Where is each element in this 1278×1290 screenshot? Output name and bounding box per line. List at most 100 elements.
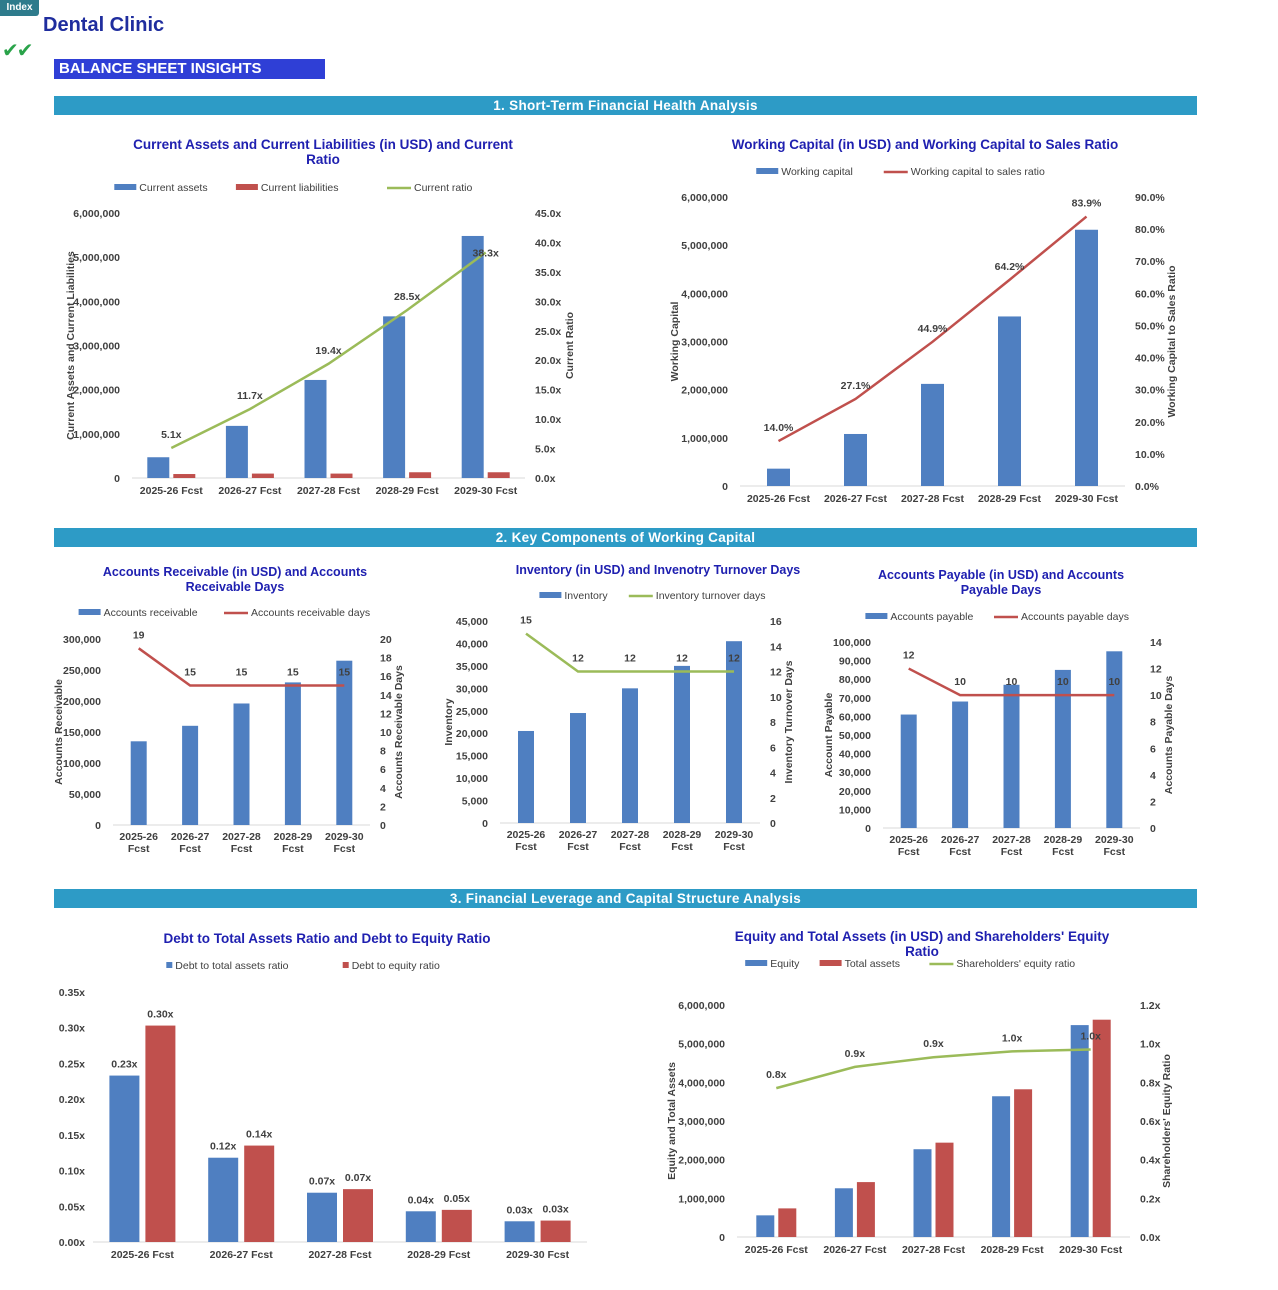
legend-label: Total assets xyxy=(845,958,900,970)
bar xyxy=(1003,684,1020,828)
y2-tick-label: 15.0x xyxy=(535,385,561,397)
bar xyxy=(130,741,147,825)
data-label: 38.3x xyxy=(473,247,499,259)
y2-tick-label: 1.2x xyxy=(1140,1000,1161,1012)
legend-swatch xyxy=(235,184,258,190)
y2-tick-label: 4 xyxy=(770,768,776,780)
y2-axis-title: Accounts Receivable Days xyxy=(393,665,405,799)
chart-title: Current Assets and Current Liabilities (… xyxy=(133,137,513,167)
bar xyxy=(921,383,944,486)
y2-axis-title: Shareholders' Equity Ratio xyxy=(1161,1054,1173,1188)
data-label: 12 xyxy=(624,653,636,665)
bar xyxy=(330,473,353,478)
chart-title: Debt to Total Assets Ratio and Debt to E… xyxy=(163,931,490,946)
section-header-leverage: 3. Financial Leverage and Capital Struct… xyxy=(54,889,1197,908)
x-tick-label: 2028-29 Fcst xyxy=(407,1249,471,1261)
data-label: 64.2% xyxy=(995,261,1025,273)
y2-tick-label: 6 xyxy=(1150,743,1156,755)
data-label: 15 xyxy=(338,667,350,679)
y2-tick-label: 8 xyxy=(380,746,386,758)
y2-axis-title: Working Capital to Sales Ratio xyxy=(1166,265,1178,417)
data-label: 15 xyxy=(184,667,196,679)
y2-tick-label: 1.0x xyxy=(1140,1039,1161,1051)
y-tick-label: 70,000 xyxy=(839,693,871,705)
bar xyxy=(409,472,432,478)
y-axis-title: Inventory xyxy=(443,698,455,745)
legend-label: Current liabilities xyxy=(261,182,339,194)
y2-tick-label: 45.0x xyxy=(535,208,561,220)
y2-tick-label: 70.0% xyxy=(1135,256,1165,268)
bar xyxy=(540,1220,571,1242)
x-tick-label: 2028-29 Fcst xyxy=(274,831,313,855)
legend-label: Working capital to sales ratio xyxy=(911,166,1045,178)
y-tick-label: 4,000,000 xyxy=(678,1077,725,1089)
bar xyxy=(1070,1025,1089,1237)
y2-tick-label: 40.0% xyxy=(1135,353,1165,365)
x-tick-label: 2028-29 Fcst xyxy=(663,829,702,853)
y2-tick-label: 60.0% xyxy=(1135,288,1165,300)
y2-tick-label: 0.0% xyxy=(1135,481,1160,493)
y-tick-label: 2,000,000 xyxy=(681,385,728,397)
legend-label: Debt to total assets ratio xyxy=(175,960,288,972)
x-tick-label: 2027-28 Fcst xyxy=(308,1249,372,1261)
x-tick-label: 2025-26 Fcst xyxy=(119,831,158,855)
bar xyxy=(952,701,969,828)
y-tick-label: 1,000,000 xyxy=(678,1193,725,1205)
x-tick-label: 2029-30 Fcst xyxy=(1095,834,1134,858)
chart-accounts-payable: Accounts Payable (in USD) and Accounts Pa… xyxy=(823,568,1175,858)
data-label: 12 xyxy=(728,653,740,665)
data-label: 83.9% xyxy=(1072,198,1102,210)
y-tick-label: 2,000,000 xyxy=(678,1155,725,1167)
y-tick-label: 6,000,000 xyxy=(678,1000,725,1012)
data-label: 0.07x xyxy=(309,1176,335,1188)
bar xyxy=(570,713,586,823)
x-tick-label: 2026-27 Fcst xyxy=(559,829,598,853)
y2-tick-label: 2 xyxy=(770,793,776,805)
bar xyxy=(767,468,790,486)
data-label: 0.14x xyxy=(246,1129,272,1141)
y-tick-label: 0.30x xyxy=(59,1023,85,1035)
y-tick-label: 5,000 xyxy=(462,796,488,808)
y-tick-label: 1,000,000 xyxy=(73,429,120,441)
index-button[interactable]: Index xyxy=(0,0,39,16)
insights-heading: BALANCE SHEET INSIGHTS xyxy=(54,59,325,79)
bar xyxy=(778,1208,797,1237)
legend-label: Current ratio xyxy=(414,182,473,194)
data-label: 10 xyxy=(1057,676,1069,688)
data-label: 19.4x xyxy=(315,345,341,357)
bar xyxy=(856,1182,875,1237)
y-tick-label: 200,000 xyxy=(63,696,101,708)
bar xyxy=(405,1211,436,1242)
data-label: 0.23x xyxy=(111,1059,137,1071)
y2-tick-label: 14 xyxy=(1150,637,1162,649)
data-label: 15 xyxy=(236,667,248,679)
bar xyxy=(622,688,638,823)
y-tick-label: 5,000,000 xyxy=(681,240,728,252)
legend-label: Debt to equity ratio xyxy=(352,960,440,972)
y2-tick-label: 20 xyxy=(380,634,392,646)
bar xyxy=(244,1145,275,1242)
y2-tick-label: 0.6x xyxy=(1140,1116,1161,1128)
chart-title: Accounts Receivable (in USD) and Account… xyxy=(103,565,367,594)
legend-label: Accounts payable days xyxy=(1021,611,1129,623)
chart-title: Inventory (in USD) and Invenotry Turnove… xyxy=(516,563,801,577)
y-tick-label: 300,000 xyxy=(63,634,101,646)
y2-tick-label: 4 xyxy=(1150,770,1156,782)
y-tick-label: 15,000 xyxy=(456,751,488,763)
y-tick-label: 6,000,000 xyxy=(681,192,728,204)
y2-tick-label: 10.0x xyxy=(535,414,561,426)
bar xyxy=(284,682,301,825)
y-tick-label: 0.10x xyxy=(59,1166,85,1178)
data-label: 10 xyxy=(1108,676,1120,688)
y2-tick-label: 14 xyxy=(380,690,392,702)
legend-swatch xyxy=(745,960,768,966)
data-label: 0.05x xyxy=(444,1193,470,1205)
x-tick-label: 2027-28 Fcst xyxy=(297,485,361,497)
y-axis-title: Accounts Receivable xyxy=(53,679,65,785)
y2-tick-label: 0 xyxy=(1150,823,1156,835)
y-tick-label: 100,000 xyxy=(833,637,871,649)
x-tick-label: 2025-26 Fcst xyxy=(889,834,928,858)
legend-swatch xyxy=(819,960,842,966)
legend-label: Current assets xyxy=(139,182,207,194)
y2-tick-label: 0.8x xyxy=(1140,1077,1161,1089)
